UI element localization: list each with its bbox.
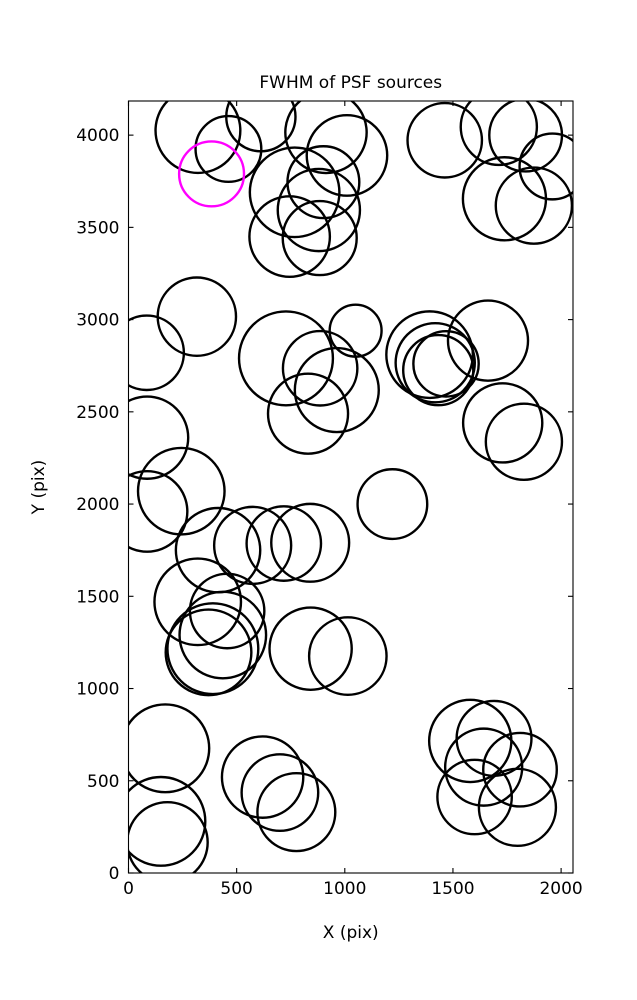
psf-source-circle: [328, 303, 383, 358]
psf-source-circle: [248, 195, 332, 279]
psf-source-circle: [494, 166, 573, 245]
x-axis-label: X (pix): [323, 923, 379, 943]
y-tick-label: 0: [109, 864, 120, 884]
x-tick-label: 1000: [323, 879, 366, 899]
x-tick-label: 2000: [539, 879, 582, 899]
psf-source-circle: [153, 557, 243, 647]
psf-source-circle: [245, 505, 323, 582]
y-tick-label: 3500: [76, 218, 119, 238]
psf-source-circle: [446, 299, 530, 382]
psf-source-circle: [443, 727, 524, 807]
psf-source-circle: [305, 113, 389, 197]
y-tick-label: 1500: [76, 587, 119, 607]
psf-source-circle: [194, 114, 263, 184]
axes-layer: [127, 100, 574, 874]
psf-source-circle: [412, 330, 480, 398]
psf-source-circles-layer: [128, 101, 573, 873]
x-tick-label: 0: [123, 879, 134, 899]
y-tick-label: 500: [87, 772, 119, 792]
psf-source-circle: [307, 616, 388, 696]
psf-source-circle: [284, 101, 368, 175]
psf-source-circle: [188, 572, 266, 650]
psf-source-circle: [461, 156, 548, 242]
psf-source-circle: [220, 735, 305, 819]
psf-source-circle: [128, 470, 189, 553]
psf-source-circle: [270, 502, 351, 583]
psf-source-circle: [518, 132, 573, 201]
psf-source-circle: [482, 731, 558, 808]
psf-source-circle: [459, 101, 539, 167]
psf-source-circle: [436, 758, 513, 836]
psf-source-circle: [484, 402, 564, 481]
psf-source-circle: [156, 276, 238, 357]
psf-source-circle: [394, 321, 476, 404]
psf-source-circle: [276, 167, 362, 253]
psf-source-circle: [268, 606, 353, 691]
y-tick-label: 4000: [76, 126, 119, 146]
psf-source-circle: [154, 101, 242, 175]
psf-source-circle: [402, 333, 475, 407]
psf-source-circle: [293, 346, 380, 434]
psf-source-circle: [461, 382, 544, 464]
y-tick-label: 3000: [76, 311, 119, 331]
x-tick-label: 500: [220, 879, 252, 899]
psf-source-circle: [356, 468, 429, 541]
x-tick-label: 1500: [431, 879, 474, 899]
y-axis-label: Y (pix): [29, 460, 49, 516]
axes-frame: [127, 100, 574, 874]
psf-source-circle: [178, 590, 268, 680]
psf-source-circle: [128, 314, 186, 392]
psf-source-circle: [248, 146, 341, 239]
y-tick-label: 2000: [76, 495, 119, 515]
psf-source-circle: [237, 310, 335, 407]
psf-source-circle: [266, 372, 350, 455]
psf-source-circle: [225, 101, 297, 153]
ticks-layer: 0 500 1000 1500 2000 0 500 1000 1500 2000 2500 3000…: [76, 101, 583, 899]
y-tick-label: 1000: [76, 680, 119, 700]
psf-source-circle: [488, 101, 564, 173]
psf-source-circle: [281, 329, 359, 407]
psf-source-circle: [240, 753, 320, 833]
psf-source-circle: [128, 800, 209, 873]
psf-source-circle: [128, 775, 207, 867]
psf-source-circle: [477, 767, 558, 848]
highlighted-psf-source-circle[interactable]: [177, 140, 246, 208]
psf-source-circle: [281, 199, 358, 277]
psf-source-circle: [128, 703, 211, 794]
page-title: FWHM of PSF sources: [259, 73, 442, 93]
psf-source-circle: [128, 395, 190, 480]
psf-source-circle: [164, 608, 253, 697]
psf-source-circle: [256, 771, 337, 853]
y-tick-label: 2500: [76, 403, 119, 423]
psf-source-circle: [406, 101, 484, 179]
